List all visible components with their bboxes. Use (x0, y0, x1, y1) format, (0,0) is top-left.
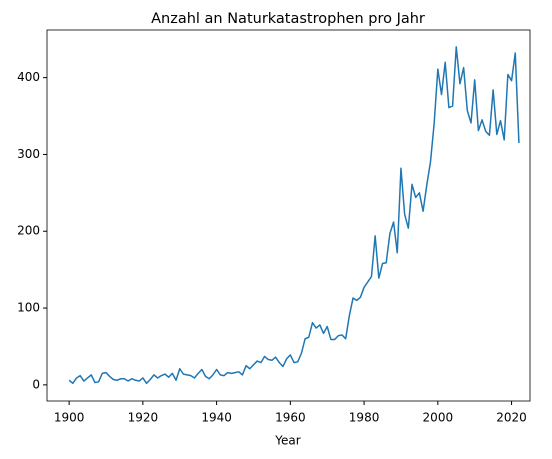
x-axis-label: Year (274, 434, 300, 448)
y-tick-label: 0 (32, 377, 40, 391)
y-tick-label: 100 (17, 301, 40, 315)
y-tick-label: 300 (17, 147, 40, 161)
x-tick-label: 2000 (423, 411, 454, 425)
y-tick-label: 400 (17, 70, 40, 84)
data-line (68, 46, 520, 385)
x-tick-label: 1900 (54, 411, 85, 425)
chart-title: Anzahl an Naturkatastrophen pro Jahr (151, 11, 425, 27)
x-tick-label: 2020 (496, 411, 527, 425)
plot-frame (46, 29, 531, 402)
y-tick-label: 200 (17, 224, 40, 238)
x-tick-label: 1960 (275, 411, 306, 425)
x-tick-label: 1980 (349, 411, 380, 425)
x-tick-label: 1940 (201, 411, 232, 425)
x-tick-label: 1920 (128, 411, 159, 425)
